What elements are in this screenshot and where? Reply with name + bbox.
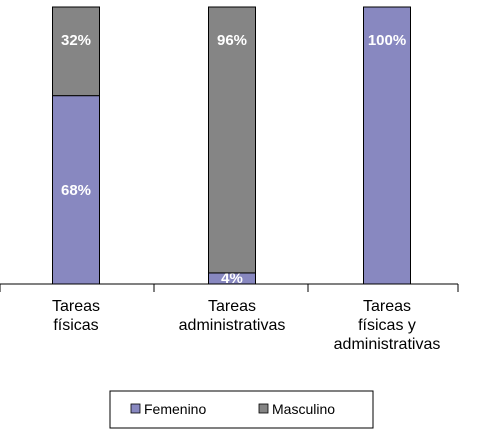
category-label-2-2: administrativas [334, 336, 441, 353]
data-label-masculino-0: 32% [61, 32, 91, 49]
legend: Femenino Masculino [109, 390, 374, 429]
bars-group: 68% 32% 4% 96% 100% [52, 6, 411, 287]
category-labels: Tareas físicas Tareas administrativas Tareas… [52, 298, 440, 353]
category-label-2-1: físicas y [358, 317, 416, 334]
legend-label-masculino: Masculino [272, 401, 335, 417]
data-label-femenino-1: 4% [221, 270, 243, 287]
category-label-2-0: Tareas [363, 298, 411, 315]
category-label-0-0: Tareas [52, 298, 100, 315]
category-label-0-1: físicas [53, 317, 98, 334]
legend-frame [109, 390, 374, 429]
x-axis-ticks [0, 284, 459, 292]
legend-swatch-femenino [130, 403, 141, 414]
legend-swatch-masculino [258, 403, 269, 414]
bar-masculino-1 [208, 6, 256, 274]
bar-femenino-2 [363, 6, 411, 285]
data-label-femenino-0: 68% [61, 182, 91, 199]
bar-femenino-0 [52, 95, 100, 285]
category-label-1-1: administrativas [179, 317, 286, 334]
bar-masculino-0 [52, 6, 100, 97]
data-label-masculino-1: 96% [217, 32, 247, 49]
category-label-1-0: Tareas [208, 298, 256, 315]
legend-label-femenino: Femenino [144, 401, 206, 417]
data-label-femenino-2: 100% [368, 32, 406, 49]
